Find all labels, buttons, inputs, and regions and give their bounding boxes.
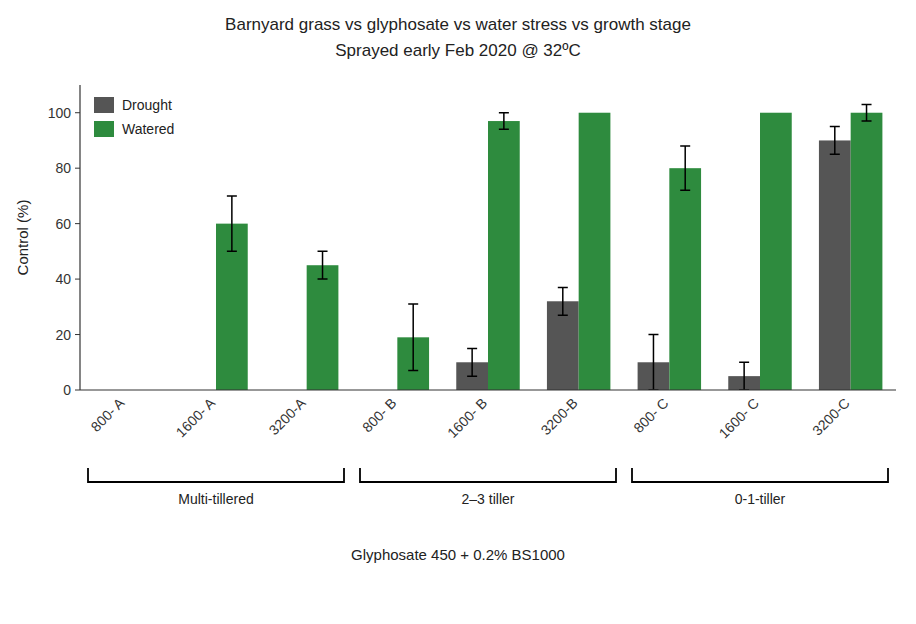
bar: [669, 168, 701, 390]
title: Barnyard grass vs glyphosate vs water st…: [225, 15, 691, 34]
y-tick: [75, 223, 80, 224]
y-tick: [75, 390, 80, 391]
x-axis: [80, 389, 896, 390]
legend-swatch: [94, 121, 114, 137]
x-tick-label: 1600- C: [716, 395, 763, 442]
error-bar: [739, 362, 749, 390]
y-tick-label: 0: [63, 382, 71, 398]
y-tick: [75, 168, 80, 169]
error-bar: [862, 104, 872, 121]
group-label: Multi-tillered: [178, 491, 253, 507]
error-bar: [499, 113, 509, 130]
group-label: 2–3 tiller: [462, 491, 515, 507]
group-bracket: [632, 468, 888, 482]
marks: [216, 104, 882, 390]
y-axis: [79, 85, 80, 390]
y-tick: [75, 112, 80, 113]
error-bar: [558, 287, 568, 315]
x-tick-label: 3200-B: [538, 395, 581, 438]
y-tick-label: 80: [55, 160, 71, 176]
error-bar: [830, 127, 840, 155]
error-bar: [318, 251, 328, 279]
legend-swatch: [94, 97, 114, 113]
x-tick-label: 800- C: [630, 395, 671, 436]
chart: Barnyard grass vs glyphosate vs water st…: [0, 0, 916, 624]
x-tick-label: 1600- B: [444, 395, 490, 441]
bar: [488, 121, 520, 390]
bar: [760, 113, 792, 390]
error-bar: [648, 335, 658, 390]
group-bracket: [360, 468, 616, 482]
subtitle: Sprayed early Feb 2020 @ 32ºC: [335, 41, 581, 60]
x-tick-label: 800- A: [88, 394, 128, 434]
bar: [819, 140, 851, 390]
bar: [307, 265, 339, 390]
legend-label: Watered: [122, 121, 174, 137]
error-bar: [680, 146, 690, 190]
x-tick-label: 1600- A: [173, 394, 219, 440]
x-tick-label: 800- B: [359, 395, 399, 435]
error-bar: [408, 304, 418, 371]
y-tick-label: 60: [55, 216, 71, 232]
error-bar: [227, 196, 237, 251]
y-tick-label: 20: [55, 327, 71, 343]
legend: Drought Watered: [94, 97, 174, 137]
error-bar: [467, 348, 477, 376]
y-tick: [75, 279, 80, 280]
bar: [851, 113, 883, 390]
group-bracket: [88, 468, 344, 482]
bar: [579, 113, 611, 390]
x-tick-label: 3200-C: [809, 395, 853, 439]
legend-label: Drought: [122, 97, 172, 113]
y-tick-label: 100: [48, 105, 72, 121]
x-tick-label: 3200-A: [266, 394, 310, 438]
y-axis-label: Control (%): [14, 200, 31, 276]
y-tick-label: 40: [55, 271, 71, 287]
y-tick: [75, 334, 80, 335]
x-axis-label: Glyphosate 450 + 0.2% BS1000: [351, 546, 565, 563]
group-label: 0-1-tiller: [735, 491, 786, 507]
